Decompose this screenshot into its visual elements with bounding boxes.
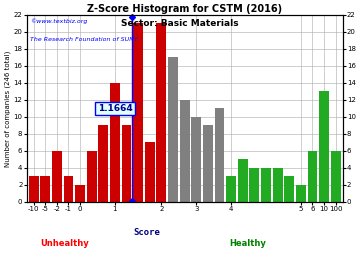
Bar [284,176,294,202]
Title: Z-Score Histogram for CSTM (2016): Z-Score Histogram for CSTM (2016) [87,4,282,14]
Bar [273,168,283,202]
Y-axis label: Number of companies (246 total): Number of companies (246 total) [4,50,11,167]
Bar [145,142,155,202]
Bar [319,91,329,202]
Bar [203,125,213,202]
Text: The Research Foundation of SUNY: The Research Foundation of SUNY [30,37,138,42]
Text: Unhealthy: Unhealthy [40,239,89,248]
Bar [63,176,73,202]
Bar [168,58,178,202]
Text: Healthy: Healthy [229,239,266,248]
Bar [29,176,39,202]
Text: Score: Score [133,228,160,237]
Bar [331,151,341,202]
Bar [98,125,108,202]
Bar [215,108,224,202]
Bar [52,151,62,202]
Bar [87,151,96,202]
Bar [296,185,306,202]
Text: Sector: Basic Materials: Sector: Basic Materials [121,19,239,28]
Text: ©www.textbiz.org: ©www.textbiz.org [30,19,87,24]
Bar [40,176,50,202]
Bar [157,23,166,202]
Bar [191,117,201,202]
Bar [133,23,143,202]
Bar [110,83,120,202]
Bar [238,159,248,202]
Bar [226,176,236,202]
Bar [307,151,318,202]
Bar [180,100,190,202]
Bar [75,185,85,202]
Text: 1.1664: 1.1664 [98,104,132,113]
Bar [261,168,271,202]
Bar [122,125,131,202]
Bar [249,168,259,202]
